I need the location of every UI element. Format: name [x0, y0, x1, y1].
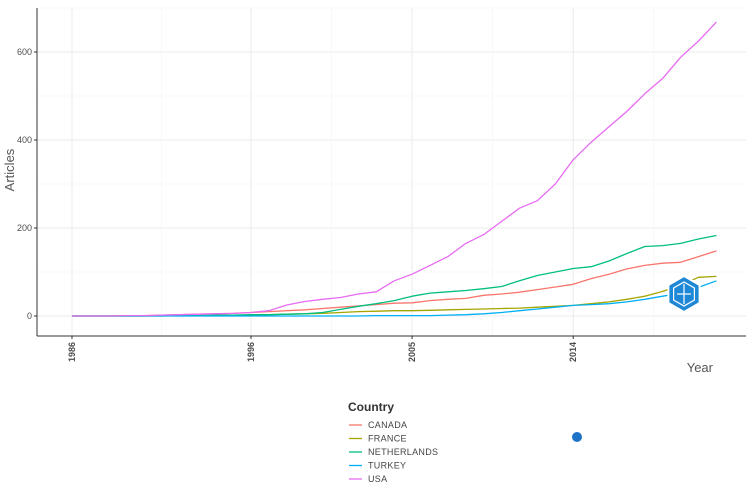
legend-label-canada: CANADA — [368, 420, 407, 430]
y-tick-label: 400 — [17, 135, 32, 145]
tick-labels: 0 200 400 600 1986 1996 2005 2014 — [17, 47, 578, 362]
series-lines — [72, 21, 717, 317]
y-tick-label: 200 — [17, 223, 32, 233]
legend-label-france: FRANCE — [368, 434, 407, 444]
blue-dot-icon — [572, 432, 582, 442]
hexagon-logo-icon — [667, 274, 701, 314]
grid — [37, 7, 746, 336]
y-axis-title: Articles — [2, 148, 17, 191]
legend: CANADA FRANCE NETHERLANDS TURKEY USA — [349, 420, 438, 484]
axes — [34, 8, 746, 339]
y-tick-label: 600 — [17, 47, 32, 57]
series-line-usa — [72, 21, 717, 317]
legend-label-netherlands: NETHERLANDS — [368, 447, 438, 457]
legend-label-turkey: TURKEY — [368, 461, 406, 471]
legend-label-usa: USA — [368, 474, 387, 484]
x-tick-label: 1996 — [246, 342, 256, 362]
y-tick-label: 0 — [27, 311, 32, 321]
x-tick-label: 2014 — [568, 342, 578, 362]
x-tick-label: 2005 — [407, 342, 417, 362]
x-tick-label: 1986 — [67, 342, 77, 362]
legend-title: Country — [348, 400, 394, 414]
plot-panel — [37, 8, 746, 336]
x-axis-title: Year — [687, 360, 714, 375]
series-line-turkey — [72, 280, 717, 317]
